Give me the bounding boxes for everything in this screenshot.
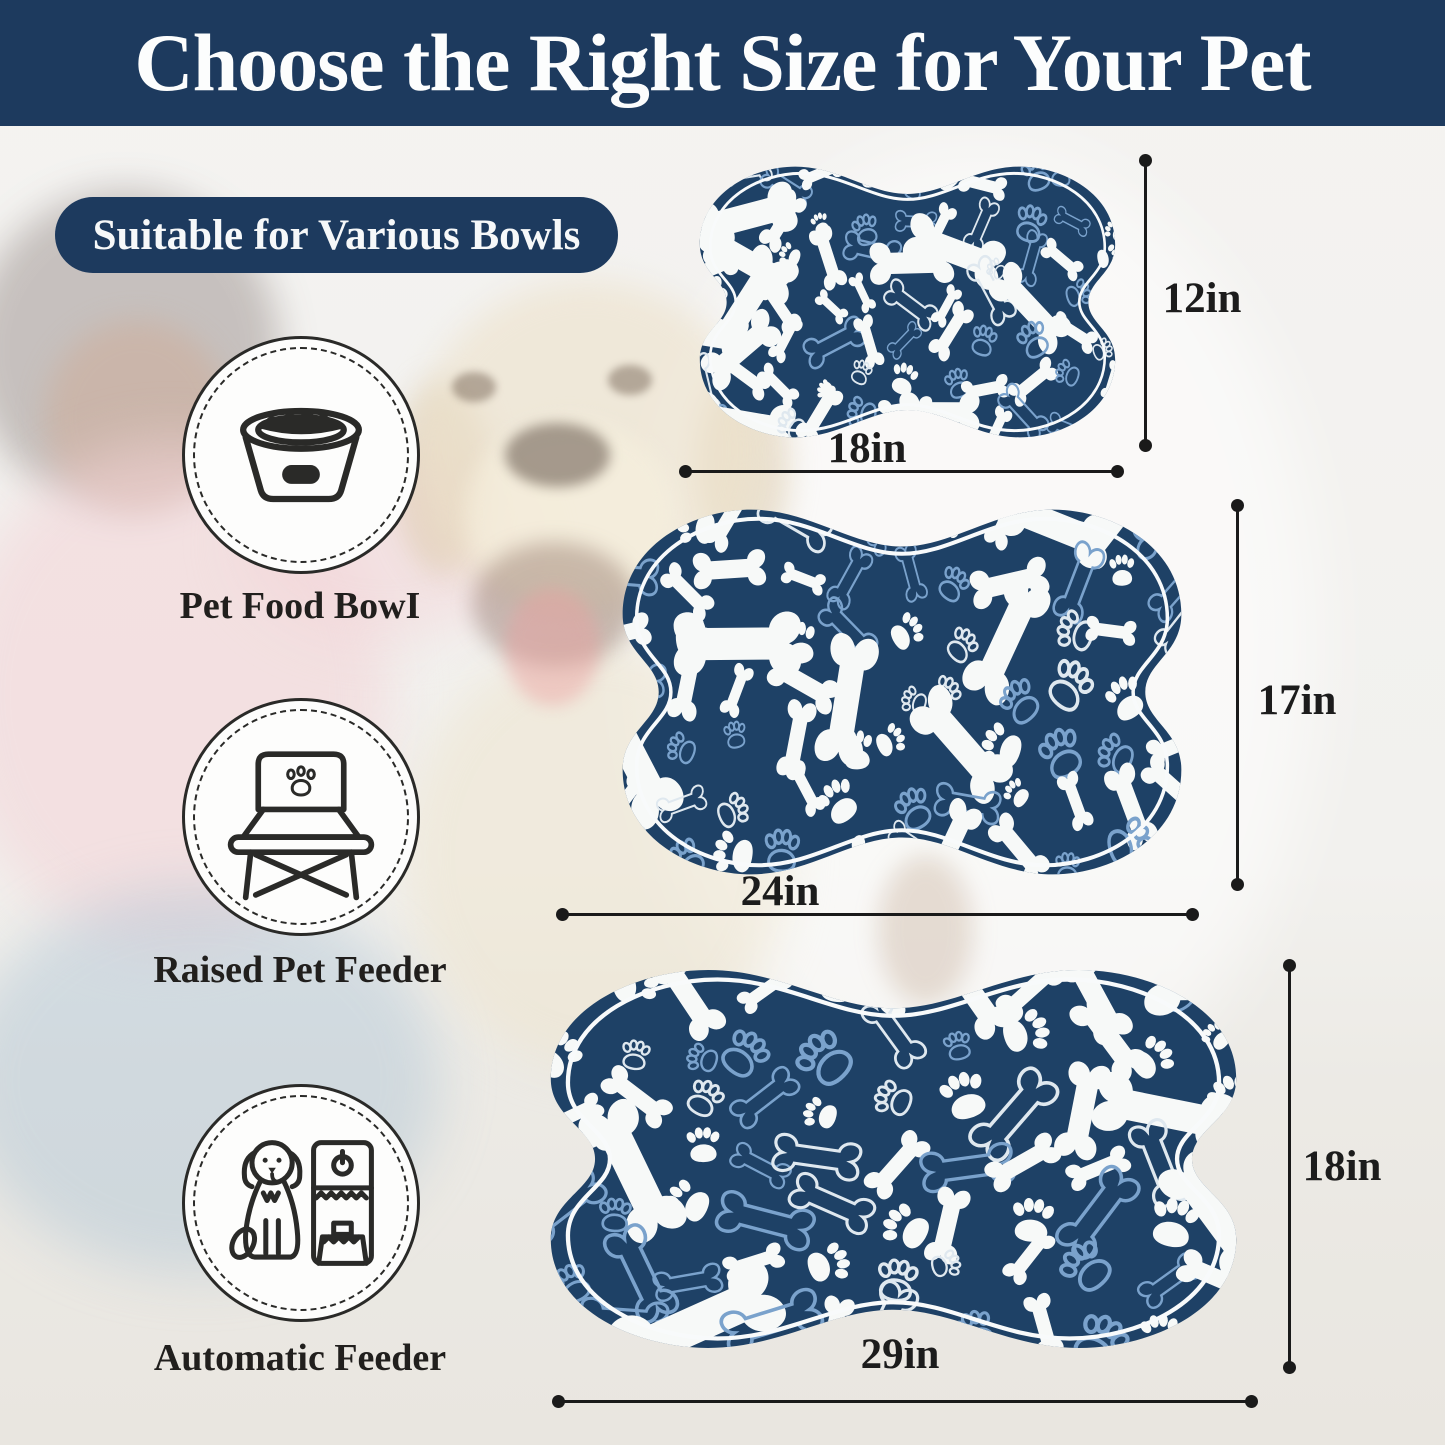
mat-medium-width-line — [556, 908, 1199, 921]
mat-small-height-label: 12in — [1162, 275, 1242, 322]
page-title: Choose the Right Size for Your Pet — [134, 17, 1311, 108]
dog-tongue — [505, 588, 600, 706]
dog-nose — [505, 423, 610, 487]
mat-medium — [600, 498, 1204, 886]
raised-pet-feeder-label: Raised Pet Feeder — [153, 949, 447, 991]
raised-pet-feeder-circle — [182, 698, 420, 936]
automatic-feeder-icon — [229, 1140, 374, 1266]
dog-eye-left — [452, 372, 496, 402]
header-banner: Choose the Right Size for Your Pet — [0, 0, 1445, 126]
dashed-ring — [193, 1095, 409, 1311]
suitability-badge-label: Suitable for Various Bowls — [92, 211, 581, 259]
mat-large — [523, 958, 1264, 1360]
automatic-feeder-circle — [182, 1084, 420, 1322]
mat-small-width-label: 18in — [827, 425, 907, 472]
raised-pet-feeder-icon — [227, 751, 375, 901]
pet-food-bowl-label: Pet Food BowI — [179, 585, 421, 627]
mat-medium-height-label: 17in — [1257, 677, 1337, 724]
pet-food-bowl-icon — [240, 407, 362, 503]
dog-eye-right — [608, 365, 652, 395]
mat-small — [683, 158, 1132, 446]
mat-large-height-label: 18in — [1302, 1143, 1382, 1190]
pet-food-bowl-circle — [182, 336, 420, 574]
mat-medium-width-label: 24in — [740, 868, 820, 915]
automatic-feeder-label: Automatic Feeder — [153, 1337, 447, 1379]
suitability-badge: Suitable for Various Bowls — [55, 197, 618, 273]
mat-large-width-label: 29in — [860, 1331, 940, 1378]
mat-large-width-line — [552, 1395, 1258, 1408]
